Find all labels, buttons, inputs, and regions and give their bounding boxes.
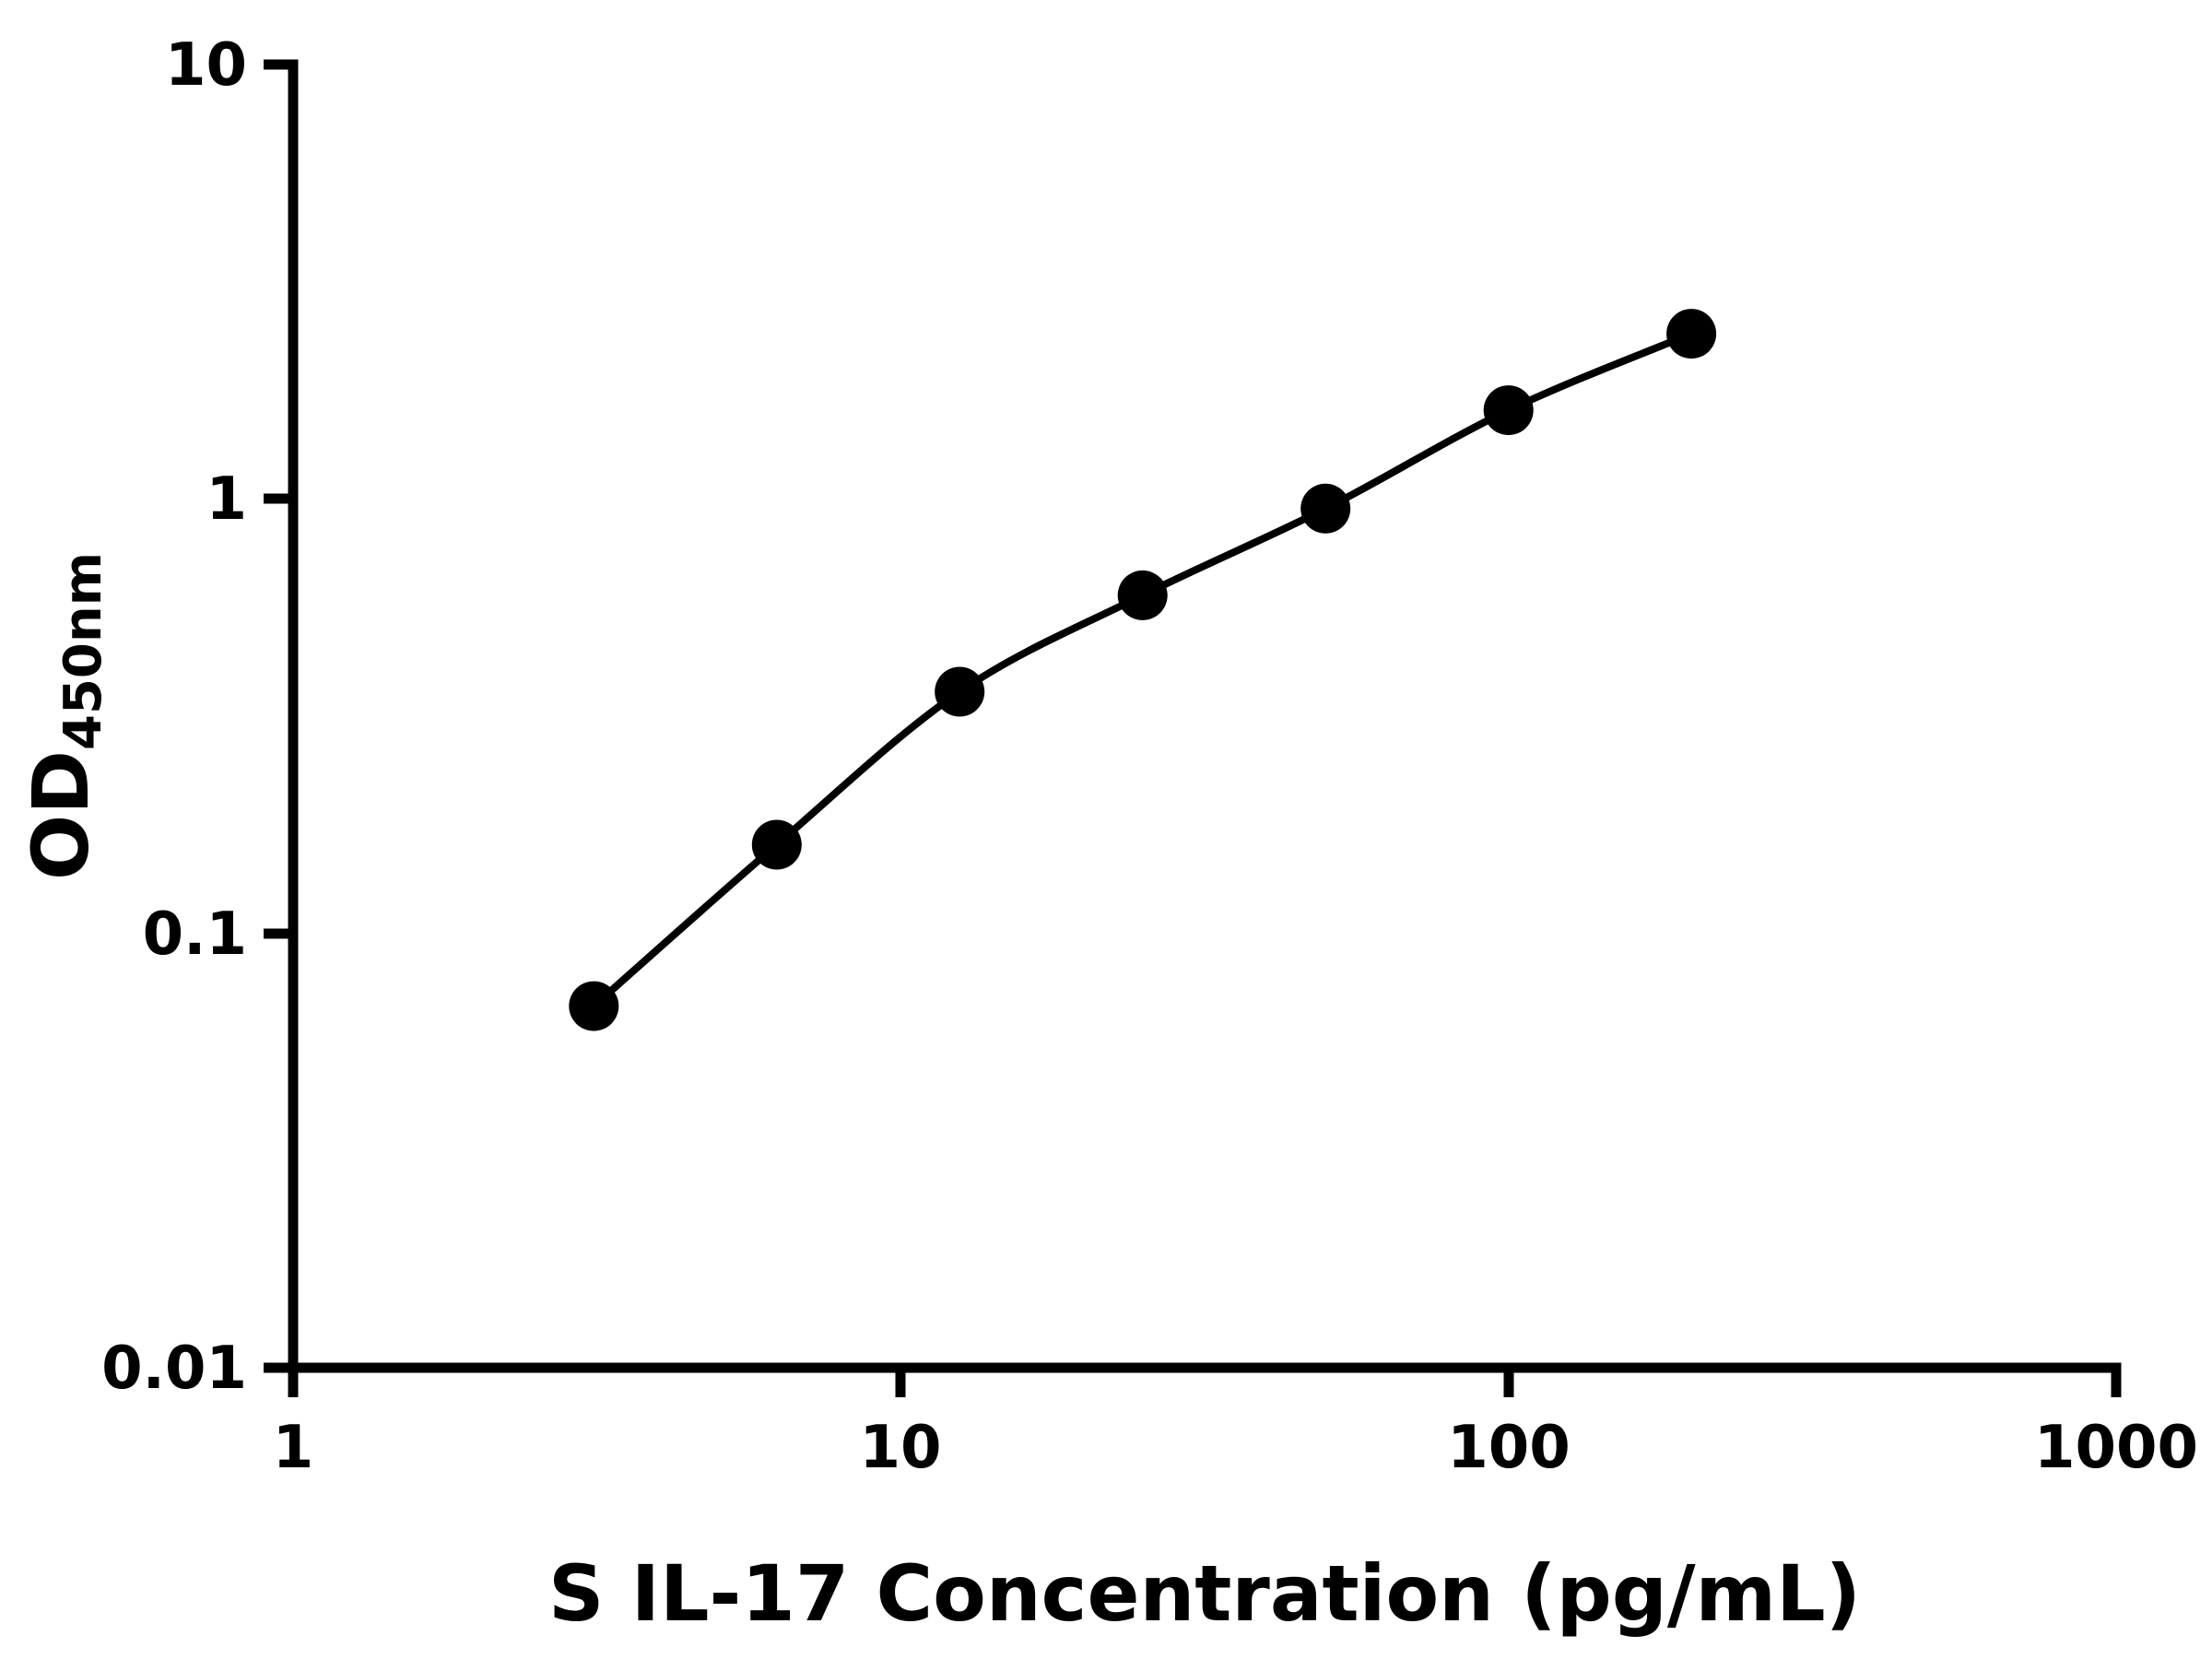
y-axis-title-subscript: 450nm (53, 552, 113, 750)
x-axis-title: S IL-17 Concentration (pg/mL) (548, 1548, 1861, 1639)
x-tick-label: 1 (273, 1414, 314, 1482)
y-tick-label: 1 (206, 465, 247, 534)
axis-spine (288, 59, 2122, 1373)
data-point (751, 819, 802, 870)
data-point (569, 981, 619, 1031)
x-axis: 1 10 100 1000 (273, 1368, 2198, 1482)
y-axis-title-main: OD (16, 750, 106, 880)
x-tick-label: 1000 (2034, 1414, 2198, 1482)
y-tick-label: 0.1 (143, 900, 247, 969)
y-tick-label: 10 (165, 31, 247, 100)
data-point (1117, 570, 1168, 620)
x-tick-label: 10 (859, 1414, 941, 1482)
y-axis-title: OD450nm (16, 552, 113, 880)
plot-area (569, 309, 1717, 1031)
standard-curve-line (591, 330, 1693, 1009)
data-point (935, 666, 985, 717)
x-tick-label: 100 (1447, 1414, 1571, 1482)
data-point (1483, 385, 1534, 436)
axes (288, 59, 2122, 1373)
y-tick-label: 0.01 (101, 1335, 247, 1403)
data-point (1666, 309, 1717, 359)
y-axis: 10 1 0.1 0.01 (101, 31, 293, 1403)
data-point (1300, 483, 1351, 534)
